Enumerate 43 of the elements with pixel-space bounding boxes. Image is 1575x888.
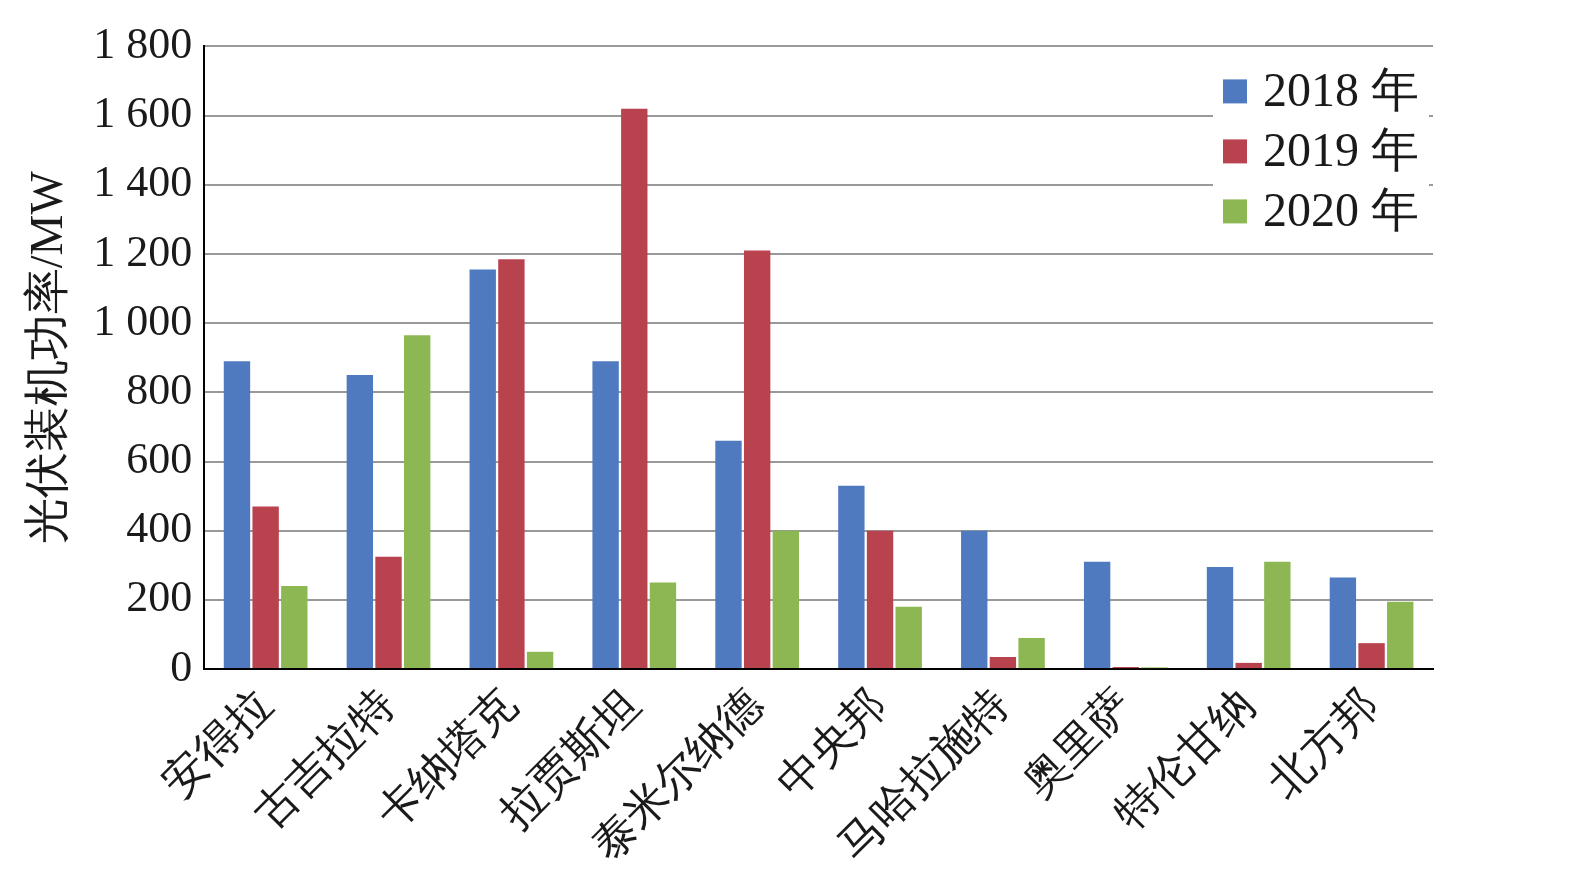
y-axis-title: 光伏装机功率/MW	[20, 170, 72, 545]
y-tick-label: 800	[126, 364, 193, 414]
bar	[1206, 567, 1234, 669]
bar	[469, 269, 496, 669]
legend-label: 2019 年	[1263, 123, 1419, 177]
bar	[252, 506, 279, 669]
bar	[375, 556, 402, 669]
y-tick-label: 400	[126, 503, 193, 553]
bar	[1018, 637, 1045, 669]
y-tick-label: 1 200	[93, 226, 193, 276]
bar	[404, 335, 431, 669]
bar	[649, 582, 677, 669]
bar	[961, 530, 988, 669]
bar	[1083, 561, 1111, 669]
bar	[838, 485, 865, 669]
bar	[621, 108, 648, 669]
bar	[1264, 561, 1291, 669]
bar	[866, 530, 894, 669]
y-tick-label: 200	[126, 572, 193, 622]
bar	[1235, 662, 1262, 669]
bar	[1358, 643, 1385, 669]
bar	[592, 361, 619, 669]
bar	[989, 656, 1017, 669]
legend-label: 2020 年	[1263, 183, 1419, 237]
y-tick-label: 1 000	[93, 295, 193, 345]
bar	[743, 250, 771, 669]
bar	[715, 440, 742, 669]
legend-label: 2018 年	[1263, 63, 1419, 117]
bar	[223, 361, 251, 669]
bar	[895, 606, 922, 669]
x-tick-label: 北方邦	[1258, 679, 1387, 808]
bar	[346, 375, 374, 669]
y-tick-label: 600	[126, 434, 193, 484]
bar	[1329, 577, 1357, 669]
y-tick-label: 1 400	[93, 157, 193, 207]
bar	[526, 651, 554, 669]
y-tick-label: 1 800	[93, 18, 193, 68]
y-tick-label: 1 600	[93, 88, 193, 138]
bar	[1387, 601, 1414, 669]
bar	[281, 586, 308, 669]
y-tick-label: 0	[170, 641, 193, 691]
bar	[772, 530, 800, 669]
bar	[498, 259, 525, 669]
